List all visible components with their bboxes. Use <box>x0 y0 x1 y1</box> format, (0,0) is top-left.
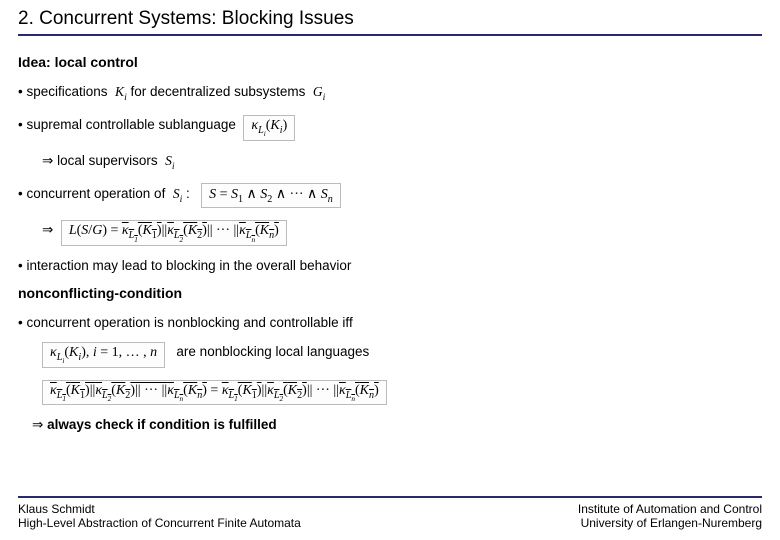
arrow-icon-2: ⇒ <box>42 222 53 237</box>
footer-left: Klaus Schmidt High-Level Abstraction of … <box>18 502 301 530</box>
footer-subtitle: High-Level Abstraction of Concurrent Fin… <box>18 516 301 530</box>
text-supremal: supremal controllable sublanguage <box>26 117 235 132</box>
bullet-specifications: specifications Ki for decentralized subs… <box>18 84 762 103</box>
bullet-supremal: supremal controllable sublanguage κLi(Ki… <box>18 115 762 141</box>
math-s-composition: S = S1 ∧ S2 ∧ ··· ∧ Sn <box>201 183 341 208</box>
bullet-always-check: ⇒ always check if condition is fulfilled <box>18 417 762 433</box>
arrow-icon: ⇒ <box>42 153 53 168</box>
footer-right: Institute of Automation and Control Univ… <box>578 502 762 530</box>
sub-lsg: ⇒ L(S/G) = κL1(K1)||κL2(K2)|| ··· ||κLn(… <box>18 220 762 246</box>
sub-equality: κL1(K1)||κL2(K2)|| ··· ||κLn(Kn) = κL1(K… <box>18 380 762 406</box>
bullet-interaction: interaction may lead to blocking in the … <box>18 258 762 273</box>
text-decentralized: for decentralized subsystems <box>131 84 306 99</box>
text-concurrent: concurrent operation of <box>26 186 165 201</box>
nonconflicting-heading: nonconflicting-condition <box>18 285 762 301</box>
footer-author: Klaus Schmidt <box>18 502 301 516</box>
idea-heading: Idea: local control <box>18 54 762 70</box>
arrow-icon-3: ⇒ <box>32 417 43 432</box>
math-gi: Gi <box>313 84 325 99</box>
text-local-supervisors: local supervisors <box>57 153 158 168</box>
math-lsg: L(S/G) = κL1(K1)||κL2(K2)|| ··· ||κLn(Kn… <box>61 220 287 246</box>
text-nonblocking-iff: concurrent operation is nonblocking and … <box>26 315 352 330</box>
math-si: Si <box>165 153 174 168</box>
sub-local-supervisors: ⇒ local supervisors Si <box>18 153 762 172</box>
text-always-check: always check if condition is fulfilled <box>47 417 277 432</box>
footer-org2: University of Erlangen-Nuremberg <box>578 516 762 530</box>
math-kappa-range: κLi(Ki), i = 1, … , n <box>42 342 165 368</box>
footer-org1: Institute of Automation and Control <box>578 502 762 516</box>
slide-title: 2. Concurrent Systems: Blocking Issues <box>18 8 762 36</box>
bullet-nonblocking-iff: concurrent operation is nonblocking and … <box>18 315 762 330</box>
slide-body: 2. Concurrent Systems: Blocking Issues I… <box>0 0 780 540</box>
sub-nonblocking-local: κLi(Ki), i = 1, … , n are nonblocking lo… <box>18 342 762 368</box>
math-equality: κL1(K1)||κL2(K2)|| ··· ||κLn(Kn) = κL1(K… <box>42 380 387 406</box>
bullet-concurrent: concurrent operation of Si : S = S1 ∧ S2… <box>18 183 762 208</box>
math-si2: Si <box>173 186 182 201</box>
footer: Klaus Schmidt High-Level Abstraction of … <box>18 496 762 530</box>
text-specifications: specifications <box>26 84 107 99</box>
math-kappa-li-ki: κLi(Ki) <box>243 115 295 141</box>
math-ki: Ki <box>115 84 127 99</box>
text-interaction: interaction may lead to blocking in the … <box>26 258 351 273</box>
text-nonblocking-local: are nonblocking local languages <box>176 344 369 359</box>
